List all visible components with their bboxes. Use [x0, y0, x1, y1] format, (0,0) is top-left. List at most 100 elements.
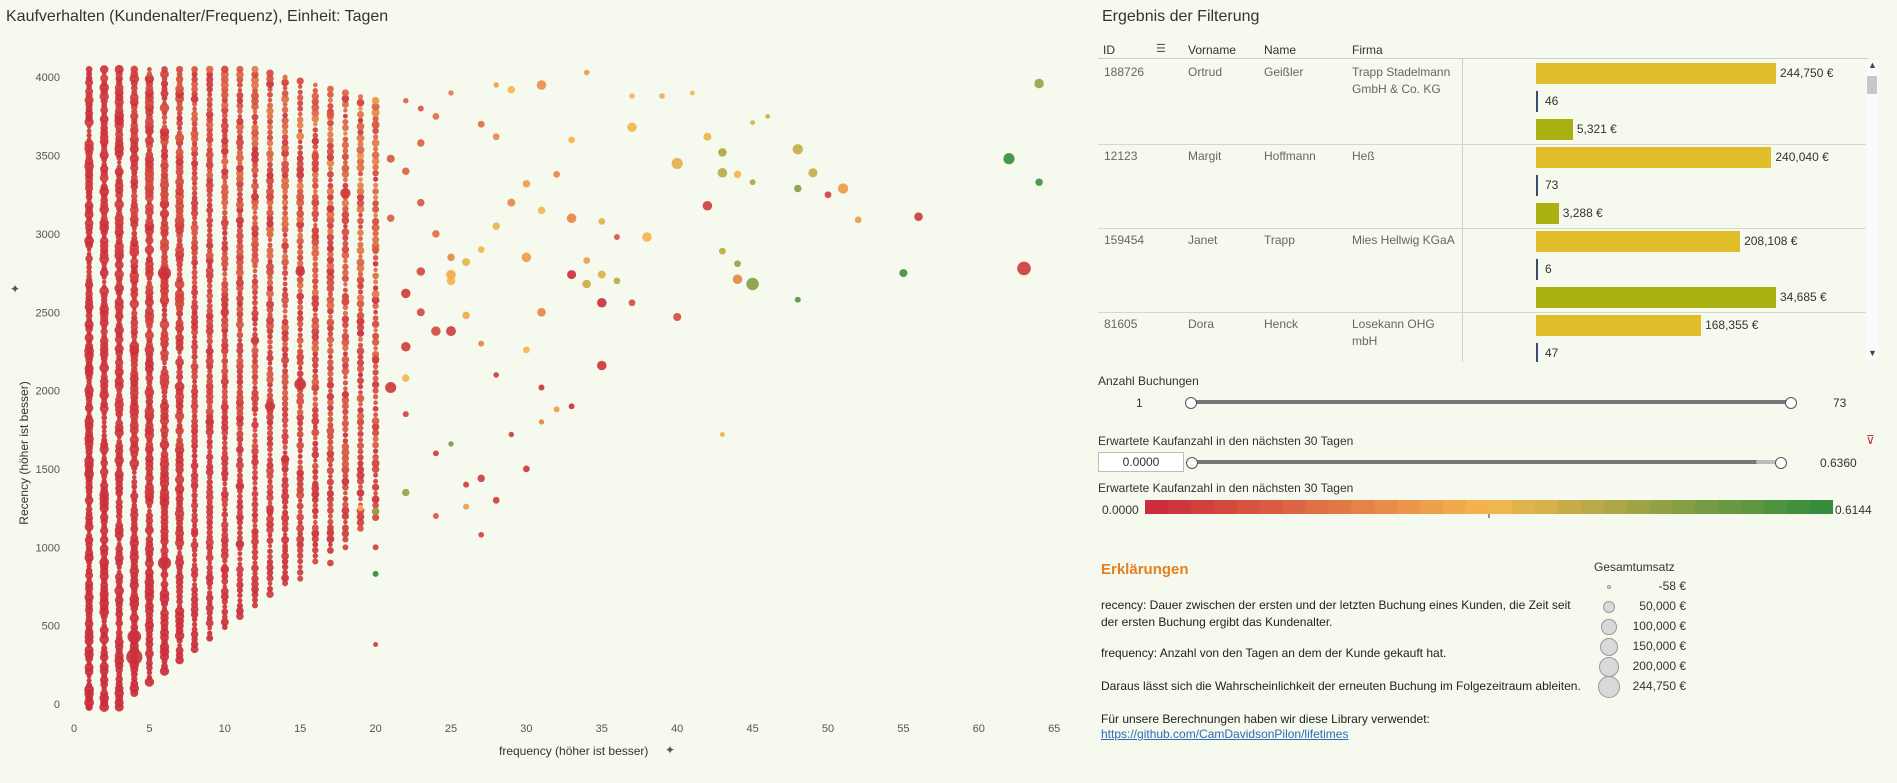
- data-point[interactable]: [267, 205, 273, 211]
- data-point[interactable]: [311, 114, 320, 123]
- data-point[interactable]: [356, 512, 365, 521]
- data-point[interactable]: [266, 585, 274, 592]
- data-point[interactable]: [236, 347, 244, 355]
- data-point[interactable]: [236, 186, 244, 193]
- data-point[interactable]: [207, 142, 213, 148]
- data-point[interactable]: [341, 367, 350, 376]
- data-point[interactable]: [327, 359, 334, 366]
- data-point[interactable]: [266, 419, 274, 426]
- data-point[interactable]: [251, 192, 259, 201]
- data-point[interactable]: [251, 166, 259, 174]
- data-point[interactable]: [175, 104, 184, 113]
- data-point[interactable]: [115, 498, 123, 506]
- data-point[interactable]: [145, 341, 153, 349]
- data-point[interactable]: [130, 370, 139, 379]
- data-point[interactable]: [221, 347, 229, 355]
- data-point[interactable]: [281, 535, 290, 544]
- data-point[interactable]: [341, 396, 350, 405]
- data-point[interactable]: [191, 353, 198, 360]
- data-point[interactable]: [357, 129, 364, 136]
- data-point[interactable]: [312, 127, 318, 133]
- data-point[interactable]: [206, 176, 214, 184]
- data-point[interactable]: [237, 82, 243, 88]
- data-point[interactable]: [236, 513, 244, 522]
- data-point[interactable]: [341, 94, 350, 103]
- data-point[interactable]: [220, 490, 229, 499]
- data-point[interactable]: [326, 256, 335, 264]
- data-point[interactable]: [282, 85, 288, 91]
- data-point[interactable]: [236, 76, 244, 84]
- data-point[interactable]: [236, 576, 243, 583]
- data-point[interactable]: [251, 585, 259, 594]
- data-point[interactable]: [311, 451, 319, 459]
- data-point[interactable]: [296, 315, 304, 322]
- data-point[interactable]: [116, 466, 123, 473]
- data-point[interactable]: [177, 125, 183, 131]
- data-point[interactable]: [342, 263, 349, 271]
- data-point[interactable]: [328, 177, 333, 183]
- data-point[interactable]: [432, 513, 439, 519]
- data-point[interactable]: [206, 549, 213, 556]
- data-point[interactable]: [176, 368, 183, 376]
- data-point[interactable]: [221, 501, 228, 508]
- data-point[interactable]: [176, 422, 183, 429]
- data-point[interactable]: [343, 258, 348, 264]
- data-point[interactable]: [145, 659, 153, 667]
- data-point[interactable]: [251, 150, 259, 159]
- data-point[interactable]: [297, 459, 303, 465]
- data-point[interactable]: [235, 268, 244, 277]
- data-point[interactable]: [342, 472, 349, 479]
- data-point[interactable]: [176, 276, 183, 283]
- data-point[interactable]: [115, 675, 123, 683]
- data-point[interactable]: [221, 521, 229, 529]
- data-point[interactable]: [191, 76, 198, 83]
- data-point[interactable]: [175, 357, 184, 367]
- data-point[interactable]: [341, 402, 349, 410]
- data-point[interactable]: [174, 381, 185, 392]
- data-point[interactable]: [85, 74, 93, 82]
- data-point[interactable]: [222, 164, 227, 169]
- data-point[interactable]: [372, 134, 379, 140]
- data-point[interactable]: [357, 425, 364, 431]
- data-point[interactable]: [765, 114, 771, 119]
- data-point[interactable]: [568, 136, 575, 144]
- data-point[interactable]: [342, 269, 349, 276]
- data-point[interactable]: [145, 202, 154, 212]
- data-point[interactable]: [356, 187, 365, 196]
- scroll-down-arrow[interactable]: ▼: [1868, 348, 1877, 358]
- data-point[interactable]: [144, 525, 154, 535]
- data-point[interactable]: [85, 254, 93, 263]
- data-point[interactable]: [356, 98, 365, 107]
- data-point[interactable]: [341, 89, 349, 97]
- data-point[interactable]: [84, 684, 94, 695]
- data-point[interactable]: [282, 580, 289, 587]
- expected-filter-min-input[interactable]: 0.0000: [1098, 452, 1184, 472]
- data-point[interactable]: [312, 272, 319, 279]
- data-point[interactable]: [281, 323, 289, 332]
- data-point[interactable]: [492, 133, 500, 141]
- data-point[interactable]: [341, 210, 350, 219]
- data-point[interactable]: [161, 662, 168, 670]
- data-point[interactable]: [191, 215, 198, 221]
- data-point[interactable]: [116, 541, 122, 547]
- data-point[interactable]: [281, 334, 289, 342]
- data-point[interactable]: [311, 299, 320, 308]
- data-point[interactable]: [236, 232, 244, 240]
- data-point[interactable]: [205, 181, 214, 190]
- data-point[interactable]: [206, 146, 213, 153]
- data-point[interactable]: [282, 188, 288, 195]
- data-point[interactable]: [899, 269, 908, 278]
- data-point[interactable]: [312, 82, 318, 88]
- data-point[interactable]: [251, 405, 259, 413]
- data-point[interactable]: [221, 316, 229, 324]
- data-point[interactable]: [297, 464, 304, 471]
- data-point[interactable]: [222, 225, 228, 231]
- data-point[interactable]: [159, 127, 170, 137]
- data-point[interactable]: [266, 284, 274, 292]
- data-point[interactable]: [266, 466, 274, 475]
- data-point[interactable]: [417, 105, 424, 112]
- data-point[interactable]: [386, 154, 395, 163]
- data-point[interactable]: [130, 121, 139, 130]
- data-point[interactable]: [252, 262, 258, 269]
- data-point[interactable]: [252, 326, 258, 332]
